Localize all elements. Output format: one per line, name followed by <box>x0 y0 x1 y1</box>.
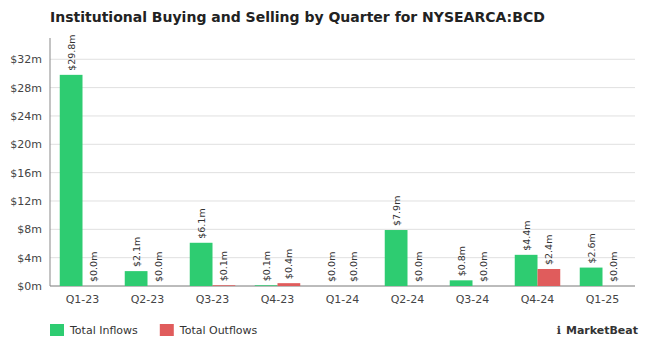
legend-swatch <box>50 324 64 336</box>
grid-line <box>50 115 635 116</box>
data-label: $29.8m <box>66 34 77 70</box>
grid-line <box>50 229 635 230</box>
bar <box>148 286 171 287</box>
title: Institutional Buying and Selling by Quar… <box>50 9 545 25</box>
grid <box>50 59 635 286</box>
x-tick-label: Q4-24 <box>521 293 555 306</box>
y-tick-label: $24m <box>10 110 42 123</box>
x-tick-label: Q3-24 <box>456 293 490 306</box>
bar <box>408 286 431 287</box>
y-tick-label: $0m <box>17 280 42 293</box>
bar <box>125 271 148 286</box>
data-label: $0.0m <box>88 252 99 282</box>
data-label: $7.9m <box>391 196 402 226</box>
legend-label: Total Inflows <box>69 324 138 337</box>
bar <box>603 286 626 287</box>
grid-line <box>50 59 635 60</box>
legend-swatch <box>160 324 174 336</box>
data-label: $0.1m <box>261 251 272 281</box>
y-tick-label: $16m <box>10 167 42 180</box>
data-label: $2.6m <box>586 233 597 263</box>
bar <box>473 286 496 287</box>
data-labels: $29.8m $2.1m $6.1m $0.1m $0.0m $7.9m $0.8m $4.4… <box>66 34 620 282</box>
bar <box>190 243 213 286</box>
data-label: $2.4m <box>543 235 554 265</box>
y-tick-label: $28m <box>10 82 42 95</box>
bar <box>83 286 106 287</box>
data-label: $4.4m <box>521 220 532 250</box>
legend: Total Inflows Total Outflows <box>50 324 258 337</box>
data-label: $0.0m <box>608 252 619 282</box>
bar <box>538 269 561 286</box>
x-tick-label: Q2-23 <box>131 293 165 306</box>
data-label: $6.1m <box>196 208 207 238</box>
x-tick-label: Q1-24 <box>326 293 360 306</box>
data-label: $0.0m <box>326 252 337 282</box>
data-label: $0.1m <box>218 251 229 281</box>
grid-line <box>50 87 635 88</box>
data-label: $2.1m <box>131 237 142 267</box>
data-label: $0.0m <box>153 252 164 282</box>
x-tick-label: Q2-24 <box>391 293 425 306</box>
x-tick-label: Q4-23 <box>261 293 295 306</box>
bar <box>580 268 603 286</box>
y-tick-label: $4m <box>17 252 42 265</box>
bar <box>278 283 301 286</box>
data-label: $0.0m <box>413 252 424 282</box>
y-tick-label: $8m <box>17 223 42 236</box>
y-tick-label: $32m <box>10 53 42 66</box>
grid-line <box>50 144 635 145</box>
bar <box>60 75 83 286</box>
x-tick-label: Q3-23 <box>196 293 230 306</box>
bar <box>320 286 343 287</box>
y-tick-label: $20m <box>10 138 42 151</box>
grid-line <box>50 200 635 201</box>
x-tick-label: Q1-25 <box>586 293 620 306</box>
data-label: $0.8m <box>456 246 467 276</box>
data-label: $0.4m <box>283 249 294 279</box>
annotation: ℹ <box>557 324 561 337</box>
data-label: $0.0m <box>348 252 359 282</box>
annotation: MarketBeat <box>566 324 638 337</box>
bar <box>385 230 408 286</box>
chart: Institutional Buying and Selling by Quar… <box>0 0 650 350</box>
y-tick-label: $12m <box>10 195 42 208</box>
bar <box>450 280 473 286</box>
data-label: $0.0m <box>478 252 489 282</box>
bar <box>255 285 278 286</box>
bar <box>343 286 366 287</box>
bars <box>60 75 603 286</box>
bar <box>515 255 538 286</box>
grid-line <box>50 172 635 173</box>
x-tick-label: Q1-23 <box>66 293 100 306</box>
y-axis <box>50 38 51 286</box>
legend-label: Total Outflows <box>179 324 258 337</box>
bar <box>213 285 236 286</box>
